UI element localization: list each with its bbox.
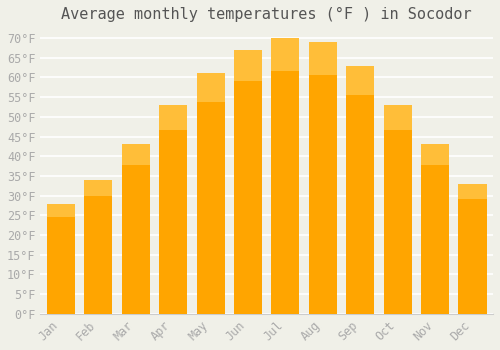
Bar	[234, 50, 262, 314]
Bar	[84, 180, 112, 196]
Bar	[421, 145, 449, 314]
Bar	[47, 203, 75, 217]
Bar	[309, 42, 337, 75]
Bar	[346, 65, 374, 314]
Bar	[421, 145, 449, 165]
Bar	[196, 74, 224, 314]
Bar	[234, 50, 262, 82]
Bar	[122, 145, 150, 314]
Bar	[309, 42, 337, 314]
Bar	[196, 74, 224, 102]
Bar	[458, 184, 486, 199]
Bar	[47, 203, 75, 314]
Bar	[384, 105, 411, 130]
Bar	[384, 105, 411, 314]
Title: Average monthly temperatures (°F ) in Socodor: Average monthly temperatures (°F ) in So…	[62, 7, 472, 22]
Bar	[272, 38, 299, 314]
Bar	[272, 38, 299, 71]
Bar	[159, 105, 187, 314]
Bar	[458, 184, 486, 314]
Bar	[84, 180, 112, 314]
Bar	[346, 65, 374, 95]
Bar	[159, 105, 187, 130]
Bar	[122, 145, 150, 165]
